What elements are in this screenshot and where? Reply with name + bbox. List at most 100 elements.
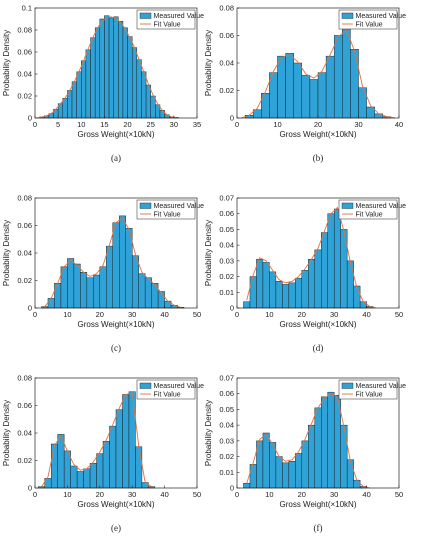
legend-swatch-measured [139,12,152,19]
x-axis-label: Gross Weight(×10kN) [78,130,155,139]
histogram-bar [288,461,296,489]
x-tick-label: 10 [77,120,85,129]
histogram-bar [275,456,283,489]
histogram-bar [102,441,110,489]
histogram-bar [301,75,311,119]
histogram-bar [119,215,126,309]
x-tick-label: 20 [96,310,104,319]
x-tick-label: 20 [314,120,322,129]
chart-panel-b: 0 10 20 30 40 0 0.02 0.04 0.06 0.08 Gross Weight(×… [204,4,406,164]
y-tick-label: 0.08 [17,374,32,383]
y-tick-label: 0 [230,484,234,493]
plot-area-border [236,377,400,489]
fit-curve [41,392,152,488]
histogram-bar [80,272,88,309]
legend-box [338,9,398,30]
x-tick-label: 0 [235,310,239,319]
histogram-bar [112,222,120,309]
histogram-bar [314,407,322,489]
legend-box [136,199,196,220]
y-tick-label: 0.07 [219,374,234,383]
histogram-bar [277,55,286,119]
y-tick-label: 0.08 [17,26,32,35]
legend: Measured Value Fit Value [338,379,407,400]
chart-panel-e: 0 10 20 30 40 50 0 0.02 0.04 0.06 0.08 Gross Weight… [2,374,204,534]
histogram-bar [308,424,315,489]
fit-curve [246,393,370,489]
legend: Measured Value Fit Value [136,199,205,220]
x-tick-label: 30 [330,310,338,319]
histogram-bar [314,249,322,309]
legend: Measured Value Fit Value [338,199,407,220]
histogram-bar [321,232,328,309]
y-tick-label: 0.06 [219,209,234,218]
y-tick-label: 0.04 [219,421,234,430]
y-tick-label: 0.03 [219,436,234,445]
legend-label-measured: Measured Value [356,203,407,210]
histogram-bar [145,84,151,119]
y-axis-label: Probability Density [204,30,213,96]
y-tick-label: 0 [28,114,32,123]
histogram-bar [83,468,91,489]
panel-caption: (a) [111,153,121,163]
legend-label-measured: Measured Value [356,13,407,20]
legend-label-fit: Fit Value [154,212,181,219]
y-tick-label: 0.04 [17,429,32,438]
fit-curve [37,16,177,119]
histogram-bar [346,260,354,309]
y-tick-label: 0.06 [17,221,32,230]
histogram-bar [333,35,343,119]
y-tick-label: 0.05 [219,405,234,414]
histogram-bar [317,72,327,119]
legend-label-fit: Fit Value [154,22,181,29]
histogram-bar [269,271,277,309]
legend-label-measured: Measured Value [154,203,205,210]
histogram-bar [86,277,94,309]
y-tick-label: 0.04 [17,249,32,258]
legend: Measured Value Fit Value [136,379,204,400]
legend-swatch-measured [341,382,354,389]
fit-curve [240,29,396,119]
histogram-bar [128,391,136,489]
x-tick-label: 5 [56,120,60,129]
histogram-bar [94,27,101,119]
histogram-bar [325,55,335,119]
histogram-bar [73,263,81,309]
y-tick-label: 0.04 [219,59,234,68]
panel-caption: (b) [313,153,324,163]
x-tick-label: 30 [128,310,136,319]
x-tick-label: 0 [33,310,37,319]
x-tick-label: 30 [170,120,178,129]
histogram-bar [249,464,257,489]
histogram-bar [50,443,58,489]
histogram-bar [346,459,354,489]
y-tick-label: 0 [230,304,234,313]
histogram-bar [67,258,75,309]
histogram-bar [122,394,130,489]
panel-caption: (f) [314,523,323,533]
x-tick-label: 40 [362,310,370,319]
y-axis-label: Probability Density [204,220,213,286]
histogram-bar [89,463,97,489]
legend-label-measured: Measured Value [356,383,407,390]
legend-label-fit: Fit Value [356,212,383,219]
histogram-bar [47,298,55,309]
panel-caption: (d) [313,343,324,353]
legend-box [338,199,398,220]
histogram-bar [359,301,367,309]
x-tick-label: 0 [235,490,239,499]
histogram-bar [118,20,124,119]
histogram-bar [262,432,270,489]
histogram-bar [135,446,143,489]
histogram-bar [136,59,142,119]
histogram-bar [113,16,119,119]
legend-label-fit: Fit Value [356,392,383,399]
histogram-bar [141,71,147,119]
histogram-bar [125,228,133,309]
histogram-bar [333,208,341,309]
histogram-bar [76,471,84,489]
histogram-bar [256,259,264,309]
histogram-bar [76,71,82,119]
x-tick-label: 30 [128,490,136,499]
x-tick-label: 40 [160,490,168,499]
